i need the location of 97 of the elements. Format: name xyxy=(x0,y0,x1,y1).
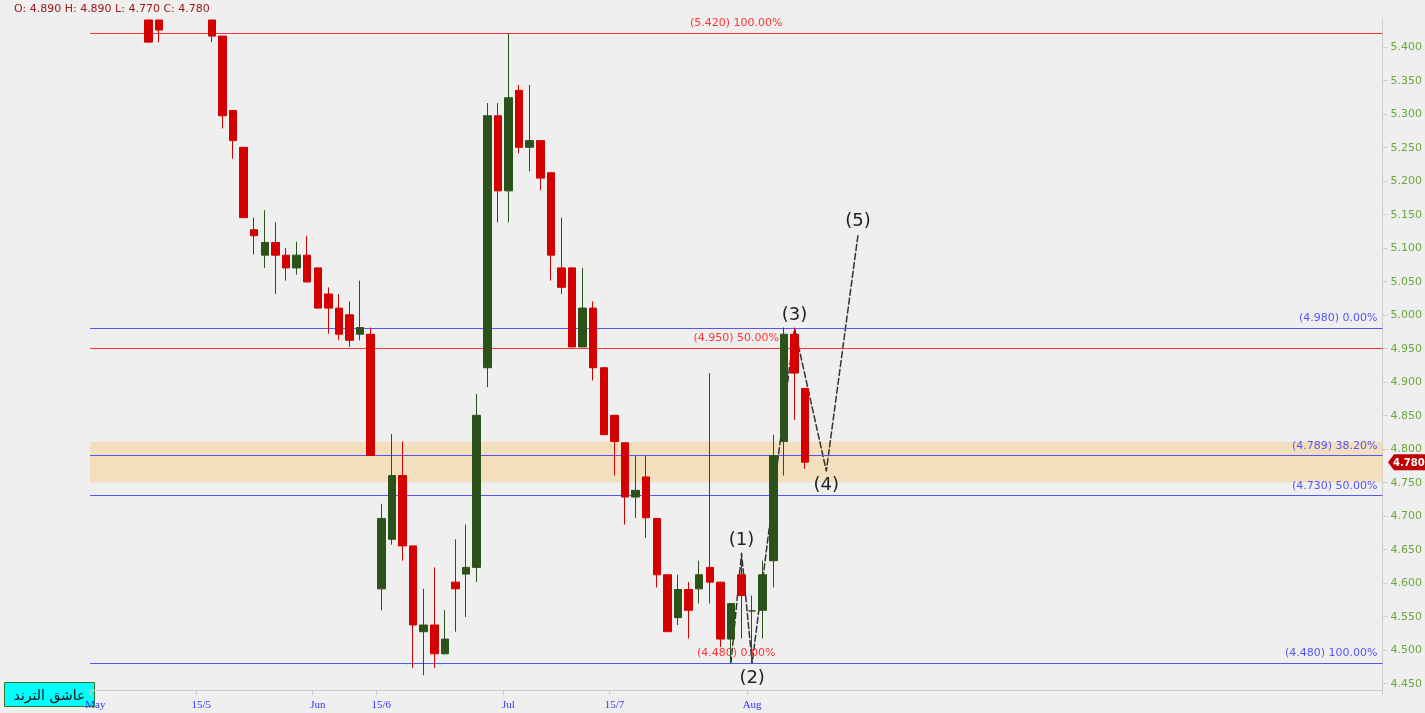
candlestick xyxy=(250,217,258,255)
candlestick xyxy=(303,235,311,283)
y-tick-label: 4.800 xyxy=(1390,442,1423,456)
ref-line-label: (4.480) 100.00% xyxy=(1284,646,1378,660)
y-tick-label: 4.600 xyxy=(1390,576,1423,590)
candlestick xyxy=(631,455,640,519)
candlestick xyxy=(155,19,163,43)
candlestick xyxy=(547,172,555,282)
candlestick xyxy=(706,372,714,605)
x-tick-label: 15/7 xyxy=(604,697,625,710)
y-tick-label: 4.650 xyxy=(1390,542,1423,556)
candlestick xyxy=(716,581,725,648)
ref-line-label: (4.730) 50.00% xyxy=(1291,478,1378,492)
candlestick xyxy=(621,442,629,526)
candlestick xyxy=(758,560,767,639)
y-tick-label: 4.950 xyxy=(1390,341,1423,355)
candlestick xyxy=(324,286,333,335)
y-tick-label: 4.850 xyxy=(1390,408,1423,422)
text: عاشق الترند xyxy=(13,686,86,704)
y-tick-label: 5.050 xyxy=(1390,274,1423,288)
y-tick-label: 4.750 xyxy=(1390,475,1423,489)
y-tick-label: 4.500 xyxy=(1390,643,1423,657)
candlestick xyxy=(695,560,703,605)
annotation: (1) xyxy=(728,527,755,549)
candlestick xyxy=(663,574,672,633)
candlestick xyxy=(419,588,428,676)
candlestick xyxy=(653,517,661,588)
candlestick xyxy=(292,241,301,276)
annotation: (5) xyxy=(845,208,871,230)
candlestick xyxy=(578,267,587,348)
y-tick-label: 5.100 xyxy=(1390,241,1423,255)
y-tick-label: 4.700 xyxy=(1390,509,1423,523)
x-tick-label: 15/5 xyxy=(191,697,212,710)
y-tick-label: 5.350 xyxy=(1390,73,1423,87)
candlestick xyxy=(208,19,216,43)
candlestick xyxy=(568,267,576,348)
candlestick xyxy=(388,433,396,546)
ref-line-label: (4.950) 50.00% xyxy=(693,331,780,345)
y-tick-label: 5.400 xyxy=(1390,40,1423,54)
candlestick xyxy=(780,327,788,477)
candlestick xyxy=(409,545,417,669)
candlestick xyxy=(525,84,534,172)
y-tick-label: 4.450 xyxy=(1390,676,1423,690)
candlestick xyxy=(589,300,597,381)
candlestick xyxy=(314,267,322,309)
y-tick-label: 4.550 xyxy=(1390,609,1423,623)
candlestick xyxy=(218,35,227,130)
annotation: (4) xyxy=(813,473,840,495)
candlestick xyxy=(483,102,492,388)
candlestick xyxy=(536,140,545,191)
candlestick xyxy=(737,552,746,639)
candlestick xyxy=(557,217,566,295)
candlestick xyxy=(769,434,778,588)
candlestick xyxy=(345,300,354,348)
candlestick xyxy=(504,32,513,223)
annotation: (2) xyxy=(739,665,765,687)
candlestick xyxy=(801,388,809,470)
candlestick xyxy=(610,414,619,477)
y-tick-label: 5.000 xyxy=(1390,308,1423,322)
candlestick xyxy=(261,209,269,269)
candlestick xyxy=(144,19,153,43)
y-tick-label: 5.200 xyxy=(1390,174,1423,188)
candlestick xyxy=(684,581,693,639)
text: O: 4.890 H: 4.890 L: 4.770 C: 4.780 xyxy=(14,2,210,15)
annotation: (3) xyxy=(781,302,808,324)
x-tick-label: Jun xyxy=(310,697,326,710)
candlestick xyxy=(377,503,386,611)
y-tick-label: 4.900 xyxy=(1390,375,1423,389)
x-tick-label: Aug xyxy=(742,697,763,710)
candlestick xyxy=(451,538,460,633)
candlestick xyxy=(282,247,290,282)
ref-line-label: (5.420) 100.00% xyxy=(690,16,783,30)
y-tick-label: 5.250 xyxy=(1390,140,1423,154)
candlestick xyxy=(674,574,682,626)
candlestick xyxy=(430,566,439,669)
candlestick xyxy=(462,524,470,618)
candlestick xyxy=(271,221,280,295)
candlestick xyxy=(494,102,502,223)
ref-line-label: (4.980) 0.00% xyxy=(1298,311,1378,325)
ref-line-label: (4.789) 38.20% xyxy=(1291,438,1378,452)
y-tick-label: 5.150 xyxy=(1390,207,1423,221)
candlestick xyxy=(642,455,650,539)
x-tick-label: 15/6 xyxy=(371,697,392,710)
candlestick xyxy=(600,367,608,436)
candlestick xyxy=(515,84,523,154)
candlestick xyxy=(790,327,799,421)
candlestick xyxy=(366,327,375,456)
candlestick xyxy=(441,609,449,655)
candlestick xyxy=(398,440,407,562)
text: 4.780 xyxy=(1393,456,1425,468)
y-tick-label: 5.300 xyxy=(1390,107,1423,121)
candlestick xyxy=(239,146,248,219)
candlestick xyxy=(229,109,237,160)
candlestick xyxy=(472,393,481,583)
candlestick xyxy=(335,293,343,341)
candlestick xyxy=(356,280,364,341)
x-tick-label: Jul xyxy=(502,697,515,710)
